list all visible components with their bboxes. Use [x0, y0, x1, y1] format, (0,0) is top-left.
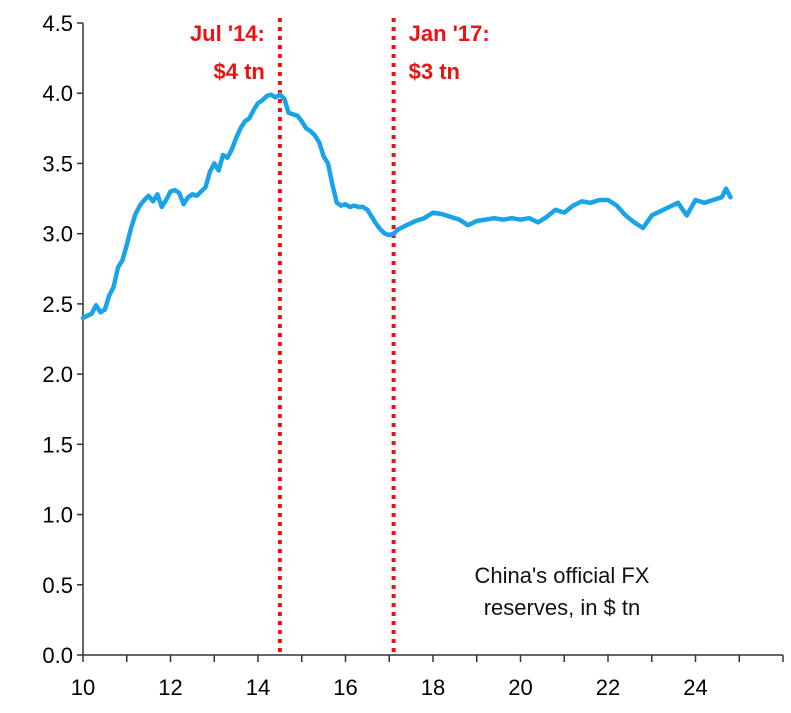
y-tick-label: 0.0	[42, 643, 73, 668]
series-line	[80, 92, 733, 321]
x-tick-label: 14	[246, 675, 270, 700]
annotation-label: Jan '17:	[409, 21, 490, 46]
x-tick-label: 10	[71, 675, 95, 700]
y-tick-label: 1.0	[42, 503, 73, 528]
y-tick-label: 4.0	[42, 81, 73, 106]
annotation-labels: Jul '14: $4 tn Jan '17: $3 tn	[190, 21, 490, 84]
y-tick-label: 4.5	[42, 11, 73, 36]
axes-layer: 0.0 0.5 1.0 1.5 2.0 2.5 3.0 3.5 4.0 4.5 10 12 14 16 18…	[42, 11, 784, 700]
y-tick-label: 1.5	[42, 432, 73, 457]
x-tick-label: 22	[596, 675, 620, 700]
x-tick-label: 12	[158, 675, 182, 700]
chart-note-line-2: reserves, in $ tn	[484, 595, 641, 620]
x-tick-label: 20	[508, 675, 532, 700]
annotation-lines	[277, 18, 396, 655]
chart-note-line-1: China's official FX	[475, 563, 650, 588]
y-tick-label: 0.5	[42, 573, 73, 598]
y-tick-label: 3.5	[42, 151, 73, 176]
series-layer	[80, 92, 733, 321]
x-tick-label: 24	[683, 675, 707, 700]
x-tick-label: 16	[333, 675, 357, 700]
annotation-label: $3 tn	[409, 59, 460, 84]
annotation-label: Jul '14:	[190, 21, 265, 46]
y-tick-label: 2.0	[42, 362, 73, 387]
y-tick-label: 3.0	[42, 222, 73, 247]
y-tick-label: 2.5	[42, 292, 73, 317]
annotation-label: $4 tn	[214, 59, 265, 84]
x-tick-label: 18	[421, 675, 445, 700]
